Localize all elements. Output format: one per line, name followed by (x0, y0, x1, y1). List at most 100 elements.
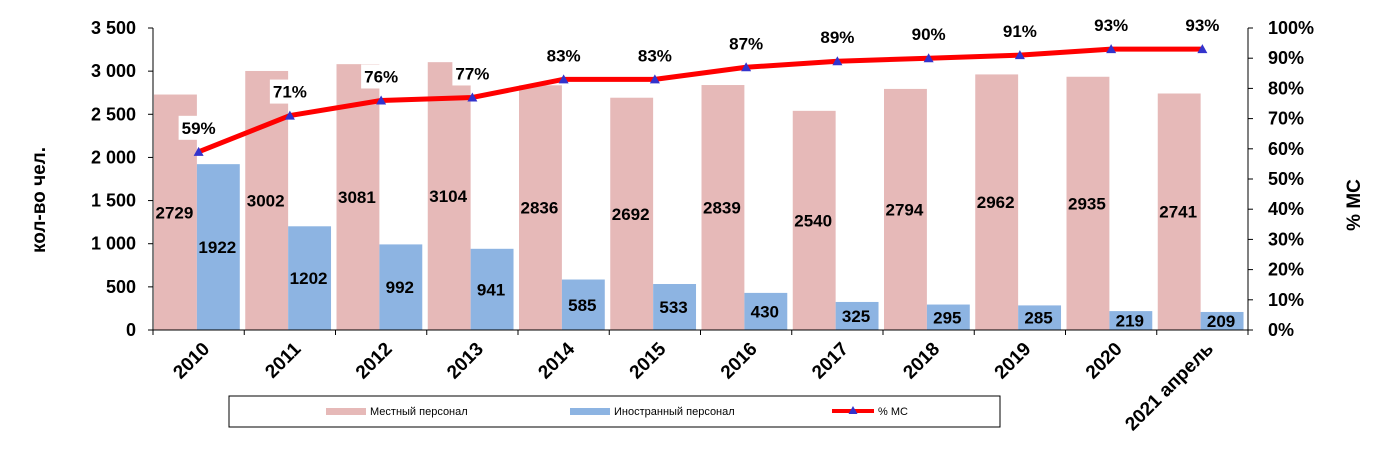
percent-label-bg (817, 25, 858, 50)
data-label-local: 2935 (1068, 194, 1106, 213)
y2-tick-label: 10% (1268, 290, 1304, 310)
bar-foreign (561, 279, 605, 330)
legend-swatch-foreign (570, 408, 610, 415)
y2-tick-label: 100% (1268, 18, 1314, 38)
percent-label-bg (634, 43, 675, 68)
percent-series-line (197, 46, 1203, 155)
data-label-foreign: 941 (477, 280, 505, 299)
percent-label: 59% (182, 119, 216, 138)
data-label-foreign: 992 (386, 278, 414, 297)
y2-tick-label: 80% (1268, 78, 1304, 98)
percent-label-bg (908, 22, 949, 47)
percent-marker (193, 146, 204, 156)
y-tick-label: 0 (126, 320, 136, 340)
legend: Местный персонал Иностранный персонал % … (228, 395, 1001, 428)
data-label-local: 2839 (703, 199, 741, 218)
y-tick-label: 3 000 (91, 61, 136, 81)
legend-label-foreign: Иностранный персонал (614, 406, 735, 418)
bar-local (1066, 76, 1110, 330)
legend-swatch-local (326, 408, 366, 415)
legend-label-percent: % МС (878, 406, 908, 418)
bar-foreign (196, 164, 240, 330)
y2-tick-label: 70% (1268, 109, 1304, 129)
percent-marker (558, 74, 569, 84)
data-label-foreign: 295 (933, 308, 961, 327)
data-label-local: 2729 (156, 203, 194, 222)
bar-foreign (470, 248, 514, 330)
bar-foreign (379, 244, 423, 330)
y2-tick-label: 20% (1268, 260, 1304, 280)
data-label-foreign: 1922 (198, 238, 236, 257)
bar-local (427, 62, 471, 331)
percent-marker (284, 110, 295, 120)
percent-marker (649, 74, 660, 84)
percent-label: 83% (638, 46, 672, 65)
y-tick-label: 2 500 (91, 104, 136, 124)
percent-label: 77% (455, 64, 489, 83)
x-tick-label: 2016 (717, 339, 762, 384)
percent-label-bg (726, 31, 767, 56)
legend-marker-percent (848, 406, 858, 414)
percent-marker (1106, 44, 1117, 54)
bar-foreign (835, 301, 879, 330)
data-label-local: 2962 (977, 193, 1015, 212)
x-tick-label: 2015 (626, 338, 671, 383)
data-label-foreign: 585 (568, 296, 596, 315)
percent-label: 87% (729, 34, 763, 53)
percent-marker (832, 56, 843, 66)
percent-line-layer (193, 44, 1208, 156)
percent-label-bg (1091, 13, 1132, 38)
percent-label: 83% (547, 46, 581, 65)
bar-local (245, 70, 289, 331)
percent-label-bg (1182, 13, 1223, 38)
data-label-foreign: 209 (1207, 312, 1235, 331)
percent-label: 89% (820, 28, 854, 47)
percent-marker (741, 62, 752, 72)
percent-label-bg (361, 64, 402, 89)
y2-tick-label: 50% (1268, 169, 1304, 189)
x-tick-label: 2010 (169, 339, 214, 384)
y2-tick-label: 40% (1268, 199, 1304, 219)
percent-label: 93% (1094, 16, 1128, 35)
bar-local (884, 88, 927, 330)
percent-label-bg (452, 61, 493, 86)
bars-layer (154, 62, 1244, 331)
x-tick-label: 2014 (534, 338, 579, 383)
y-axis-title: кол-во чел. (29, 147, 50, 253)
legend-label-local: Местный персонал (370, 406, 468, 418)
bar-foreign (926, 304, 970, 330)
bar-foreign (1018, 305, 1062, 330)
y-tick-label: 3 500 (91, 18, 136, 38)
data-label-local: 3104 (429, 187, 467, 206)
data-label-foreign: 325 (842, 307, 870, 326)
percent-label: 71% (273, 83, 307, 102)
bar-local (519, 85, 562, 330)
x-tick-label: 2017 (808, 339, 853, 384)
y2-tick-label: 30% (1268, 229, 1304, 249)
data-label-foreign: 533 (659, 298, 687, 317)
x-tick-label: 2018 (899, 339, 944, 384)
data-label-local: 2741 (1159, 203, 1197, 222)
percent-label: 90% (912, 25, 946, 44)
percent-label-bg (269, 79, 310, 104)
y-tick-label: 1 000 (91, 234, 136, 254)
data-label-local: 2794 (886, 200, 924, 219)
percent-label: 93% (1185, 16, 1219, 35)
data-label-local: 2692 (612, 205, 650, 224)
bar-foreign (288, 226, 332, 330)
x-tick-label: 2012 (352, 339, 397, 384)
bar-foreign (1200, 311, 1244, 330)
data-label-local: 2540 (794, 211, 832, 230)
y2-tick-label: 90% (1268, 48, 1304, 68)
data-label-local: 3081 (338, 188, 376, 207)
data-label-foreign: 1202 (290, 269, 328, 288)
y2-axis-title: % МС (1344, 179, 1365, 231)
x-tick-label: 2020 (1082, 339, 1127, 384)
bar-foreign (1109, 311, 1153, 330)
bar-foreign (744, 292, 788, 330)
x-tick-label: 2021 апрель (1121, 339, 1218, 436)
percent-label-bg (178, 115, 219, 140)
percent-label-bg (543, 43, 584, 68)
